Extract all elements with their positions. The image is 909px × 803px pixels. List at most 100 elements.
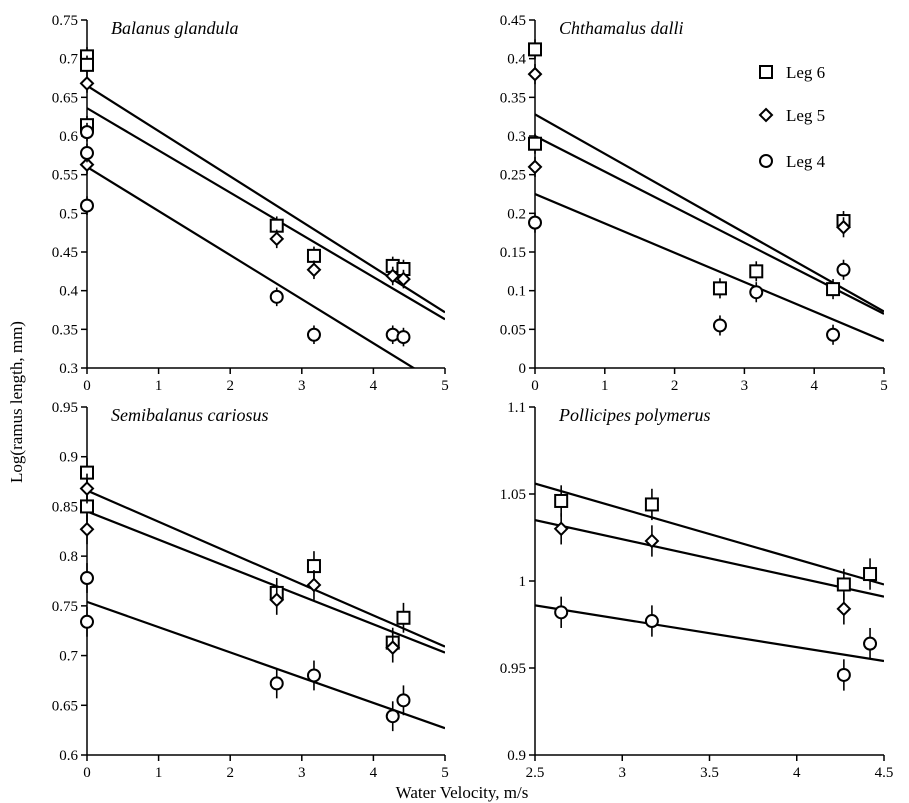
- circle-marker: [80, 125, 94, 140]
- y-tick-label: 0.35: [500, 90, 526, 106]
- circle-marker: [712, 318, 727, 333]
- x-tick-label: 4: [370, 765, 378, 781]
- diamond-marker: [836, 601, 852, 617]
- diamond-marker: [79, 75, 95, 91]
- x-tick-label: 4: [370, 378, 378, 394]
- panel-title: Balanus glandula: [111, 18, 239, 38]
- x-tick-label: 5: [880, 378, 888, 394]
- diamond-marker: [836, 219, 851, 235]
- circle-marker: [80, 614, 94, 629]
- diamond-marker: [385, 268, 401, 284]
- x-tick-label: 2: [226, 378, 234, 394]
- circle-marker: [836, 262, 851, 277]
- fit-line-circle: [87, 600, 445, 730]
- diamond-marker: [306, 262, 322, 278]
- square-marker: [749, 264, 764, 279]
- square-marker: [554, 493, 569, 508]
- y-tick-label: 0.9: [507, 748, 526, 764]
- circle-marker: [385, 709, 400, 724]
- y-tick-label: 0.3: [59, 361, 78, 377]
- diamond-marker: [269, 592, 285, 608]
- x-tick-label: 0: [83, 765, 91, 781]
- fit-line-diamond: [535, 135, 884, 315]
- legend-item-leg6: Leg 6: [759, 63, 825, 82]
- y-tick-label: 0.95: [500, 661, 526, 677]
- x-axis-title: Water Velocity, m/s: [396, 783, 529, 802]
- legend-label-leg5: Leg 5: [786, 106, 825, 125]
- y-tick-label: 0.7: [59, 52, 78, 68]
- circle-marker: [644, 614, 659, 629]
- diamond-marker: [527, 159, 543, 175]
- legend-label-leg6: Leg 6: [786, 63, 825, 82]
- y-tick-label: 0.6: [59, 748, 78, 764]
- y-tick-label: 0.05: [500, 322, 526, 338]
- x-tick-label: 4: [793, 765, 801, 781]
- panel-title: Pollicipes polymerus: [558, 405, 710, 425]
- y-tick-label: 0: [519, 361, 527, 377]
- y-tick-label: 0.95: [52, 400, 78, 416]
- fit-line-square: [535, 482, 884, 586]
- legend-square-marker: [759, 65, 773, 79]
- square-marker: [306, 248, 321, 263]
- x-tick-label: 2: [671, 378, 679, 394]
- x-tick-label: 4: [810, 378, 818, 394]
- legend: Leg 6 Leg 5 Leg 4: [758, 63, 826, 171]
- x-tick-label: 4.5: [875, 765, 894, 781]
- circle-marker: [396, 693, 411, 708]
- circle-marker: [80, 571, 94, 586]
- x-tick-label: 3: [298, 378, 306, 394]
- circle-marker: [554, 605, 569, 620]
- diamond-marker: [553, 521, 569, 537]
- y-tick-label: 0.5: [59, 206, 78, 222]
- x-tick-label: 3: [298, 765, 306, 781]
- y-tick-label: 0.15: [500, 245, 526, 261]
- y-tick-label: 0.6: [59, 129, 78, 145]
- square-marker: [826, 282, 841, 297]
- square-marker: [863, 567, 878, 582]
- x-tick-label: 5: [441, 378, 449, 394]
- circle-marker: [269, 289, 284, 304]
- circle-marker: [528, 215, 542, 230]
- panel-pollicipes-polymerus: 0.9 0.95 1 1.05 1.1 2.5 3 3.5 4 4.5 Pollicipes pol…: [500, 400, 894, 781]
- square-marker: [80, 57, 94, 72]
- x-tick-label: 3: [741, 378, 749, 394]
- y-tick-label: 0.8: [59, 549, 78, 565]
- circle-marker: [80, 146, 94, 161]
- y-tick-label: 0.85: [52, 499, 78, 515]
- square-marker: [396, 610, 411, 625]
- diamond-marker: [385, 640, 401, 656]
- x-tick-label: 2.5: [526, 765, 545, 781]
- y-tick-label: 1.05: [500, 487, 526, 503]
- panel-semibalanus-cariosus: 0.6 0.65 0.7 0.75 0.8 0.85 0.9 0.95 0 1 2 3 4 5 Semiba…: [52, 400, 449, 781]
- y-tick-label: 0.75: [52, 599, 78, 615]
- square-marker: [528, 42, 542, 57]
- circle-marker: [80, 198, 94, 213]
- legend-diamond-marker: [758, 107, 774, 123]
- square-marker: [644, 497, 659, 512]
- y-tick-label: 0.55: [52, 168, 78, 184]
- y-tick-label: 0.7: [59, 649, 78, 665]
- y-tick-label: 0.35: [52, 322, 78, 338]
- legend-item-leg5: Leg 5: [758, 106, 825, 125]
- panel-title: Chthamalus dalli: [559, 18, 684, 38]
- circle-marker: [306, 668, 321, 683]
- y-tick-label: 0.25: [500, 168, 526, 184]
- y-tick-label: 0.45: [52, 245, 78, 261]
- y-tick-label: 0.65: [52, 90, 78, 106]
- diamond-marker: [79, 481, 95, 496]
- fit-line-square: [87, 489, 445, 648]
- x-tick-label: 5: [441, 765, 449, 781]
- fit-line-diamond: [87, 107, 445, 321]
- y-tick-label: 0.75: [52, 13, 78, 29]
- fit-line-diamond: [87, 510, 445, 654]
- diamond-marker: [306, 577, 322, 593]
- x-tick-label: 1: [155, 765, 163, 781]
- x-tick-label: 3.5: [700, 765, 719, 781]
- y-tick-label: 1: [519, 574, 527, 590]
- x-tick-label: 0: [83, 378, 91, 394]
- y-axis-title: Log(ramus length, mm): [7, 321, 26, 483]
- y-tick-label: 0.3: [507, 129, 526, 145]
- panel-chthamalus-dalli: 0 0.05 0.1 0.15 0.2 0.25 0.3 0.35 0.4 0.45 0 1 2 3 4 5 C…: [500, 13, 888, 394]
- square-marker: [712, 281, 727, 296]
- circle-marker: [396, 330, 411, 345]
